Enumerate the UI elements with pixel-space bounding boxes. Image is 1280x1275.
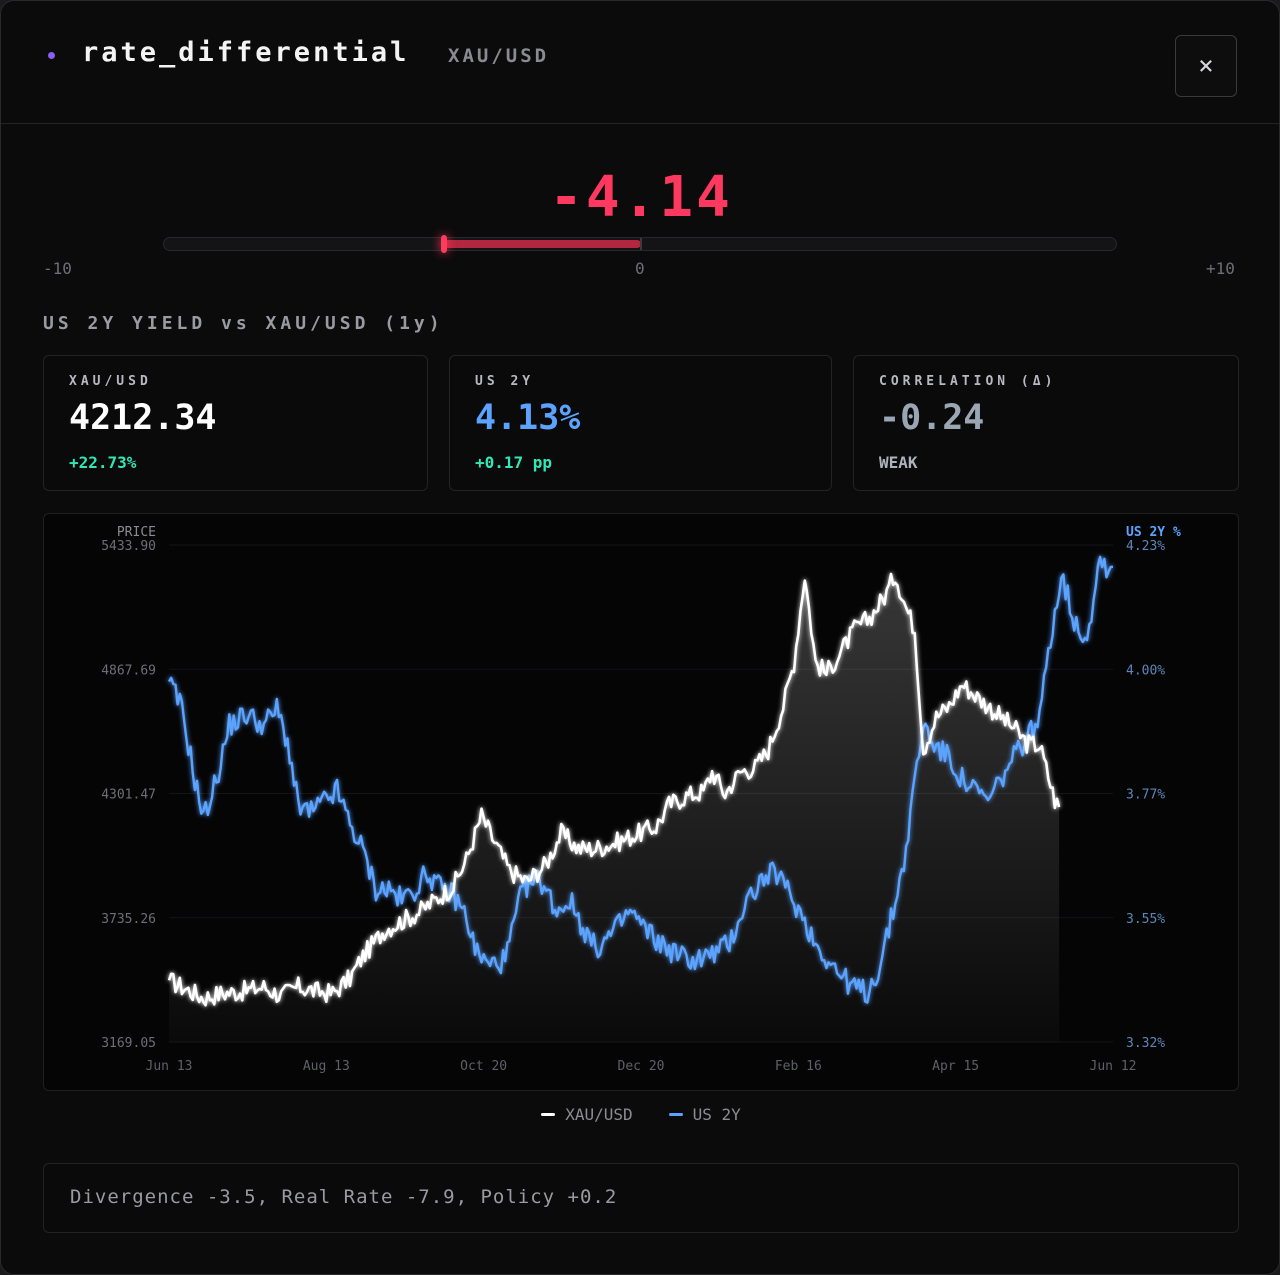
gauge-zero-mark [640,238,642,250]
gauge-knob [440,235,447,253]
card-correlation: CORRELATION (Δ) -0.24 WEAK [853,355,1239,491]
us2y-line [167,555,1114,1004]
card-value: 4.13% [475,398,581,438]
score-value: -4.14 [549,165,733,230]
x-tick-label: Jun 13 [146,1059,193,1074]
legend-label: XAU/USD [565,1105,633,1124]
x-tick-label: Aug 13 [303,1059,350,1074]
right-tick-label: 4.23% [1126,539,1165,554]
x-tick-label: Feb 16 [775,1059,822,1074]
status-dot-icon [48,52,55,59]
axis-labels: 5433.90 4.23% 4867.69 4.00% 4301.47 3.77% 3735… [101,525,1181,1074]
card-change: +0.17 pp [475,453,553,472]
dual-axis-chart: 5433.90 4.23% 4867.69 4.00% 4301.47 3.77% 3735… [43,513,1239,1091]
left-tick-label: 3169.05 [101,1036,156,1051]
left-tick-label: 3735.26 [101,912,156,927]
scale-max-label: +10 [1206,259,1235,278]
instrument-label: XAU/USD [448,45,550,67]
card-us2y: US 2Y 4.13% +0.17 pp [449,355,832,491]
section-title: US 2Y YIELD vs XAU/USD (1y) [43,313,444,334]
right-tick-label: 3.77% [1126,788,1165,803]
chart-svg: 5433.90 4.23% 4867.69 4.00% 4301.47 3.77% 3735… [101,525,1181,1074]
scale-zero-label: 0 [635,259,645,278]
left-tick-label: 4867.69 [101,663,156,678]
left-tick-label: 5433.90 [101,539,156,554]
summary-text: Divergence -3.5, Real Rate -7.9, Policy … [70,1186,618,1208]
legend-swatch [541,1113,556,1116]
score-gauge [163,235,1117,253]
card-label: XAU/USD [69,374,152,389]
summary-footer: Divergence -3.5, Real Rate -7.9, Policy … [43,1163,1239,1233]
card-label: US 2Y [475,374,535,389]
panel-title: rate_differential [82,37,410,68]
card-value: -0.24 [879,398,985,438]
close-icon: × [1198,51,1214,81]
legend-swatch [668,1113,683,1116]
right-tick-label: 3.32% [1126,1036,1165,1051]
x-tick-label: Dec 20 [618,1059,665,1074]
gauge-fill [443,240,641,248]
x-tick-label: Oct 20 [460,1059,507,1074]
right-tick-label: 4.00% [1126,663,1165,678]
series-lines [167,555,1114,1042]
left-axis-title: PRICE [117,525,156,540]
legend-item-us2y[interactable]: US 2Y [668,1105,741,1124]
x-tick-label: Apr 15 [932,1059,979,1074]
left-tick-label: 4301.47 [101,788,156,803]
card-xauusd: XAU/USD 4212.34 +22.73% [43,355,428,491]
close-button[interactable]: × [1175,35,1237,97]
scale-min-label: -10 [43,259,72,278]
card-label: CORRELATION (Δ) [879,374,1057,389]
panel-header: rate_differential XAU/USD × [1,1,1279,124]
card-strength: WEAK [879,453,918,472]
legend-label: US 2Y [692,1105,741,1124]
legend-item-xauusd[interactable]: XAU/USD [541,1105,633,1124]
card-value: 4212.34 [69,398,217,438]
x-tick-label: Jun 12 [1090,1059,1137,1074]
card-change: +22.73% [69,453,137,472]
chart-legend: XAU/USD US 2Y [1,1105,1279,1124]
xauusd-area [169,574,1060,1042]
right-axis-title: US 2Y % [1126,525,1181,540]
xauusd-line [167,572,1061,1007]
right-tick-label: 3.55% [1126,912,1165,927]
